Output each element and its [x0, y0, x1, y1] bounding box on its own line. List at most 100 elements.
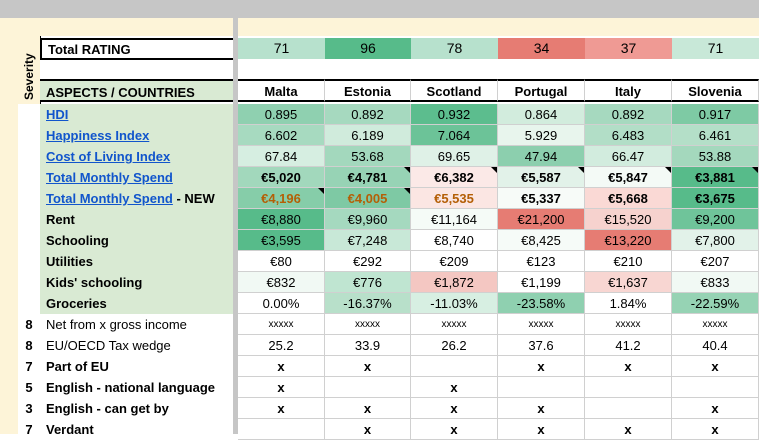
total-rating-cell[interactable]: 96 — [325, 38, 411, 59]
value-cell[interactable]: 53.68 — [325, 146, 411, 167]
aspect-label[interactable]: Cost of Living Index — [40, 146, 233, 167]
value-cell[interactable]: 7.064 — [411, 125, 498, 146]
value-cell[interactable]: xxxxx — [672, 314, 759, 335]
value-cell[interactable]: €207 — [672, 251, 759, 272]
aspect-label[interactable]: Total Monthly Spend - NEW — [40, 188, 233, 209]
value-cell[interactable]: -23.58% — [498, 293, 585, 314]
value-cell[interactable]: €832 — [238, 272, 325, 293]
severity-value[interactable]: 3 — [25, 401, 33, 416]
value-cell[interactable]: €80 — [238, 251, 325, 272]
value-cell[interactable]: €21,200 — [498, 209, 585, 230]
value-cell[interactable] — [498, 377, 585, 398]
value-cell[interactable]: 6.483 — [585, 125, 672, 146]
value-cell[interactable]: xxxxx — [238, 314, 325, 335]
aspect-label[interactable]: HDI — [40, 104, 233, 125]
value-cell[interactable]: 26.2 — [411, 335, 498, 356]
value-cell[interactable]: 37.6 — [498, 335, 585, 356]
value-cell[interactable]: €5,337 — [498, 188, 585, 209]
value-cell[interactable]: -22.59% — [672, 293, 759, 314]
value-cell[interactable]: €9,200 — [672, 209, 759, 230]
value-cell[interactable]: €5,587 — [498, 167, 585, 188]
value-cell[interactable]: 0.864 — [498, 104, 585, 125]
severity-value[interactable]: 8 — [25, 338, 33, 353]
aspect-link[interactable]: Total Monthly Spend — [46, 170, 173, 185]
aspect-link[interactable]: Cost of Living Index — [46, 149, 171, 164]
value-cell[interactable]: €8,740 — [411, 230, 498, 251]
country-header-portugal[interactable]: Portugal — [498, 79, 585, 102]
value-cell[interactable] — [238, 419, 325, 440]
value-cell[interactable]: x — [411, 398, 498, 419]
value-cell[interactable]: €7,248 — [325, 230, 411, 251]
value-cell[interactable]: €5,668 — [585, 188, 672, 209]
value-cell[interactable]: €4,781 — [325, 167, 411, 188]
value-cell[interactable]: 5.929 — [498, 125, 585, 146]
value-cell[interactable]: 6.461 — [672, 125, 759, 146]
value-cell[interactable]: x — [325, 398, 411, 419]
value-cell[interactable] — [672, 377, 759, 398]
value-cell[interactable]: €210 — [585, 251, 672, 272]
value-cell[interactable]: €7,800 — [672, 230, 759, 251]
total-rating-cell[interactable]: 71 — [672, 38, 759, 59]
value-cell[interactable]: €123 — [498, 251, 585, 272]
value-cell[interactable]: €5,847 — [585, 167, 672, 188]
country-header-slovenia[interactable]: Slovenia — [672, 79, 759, 102]
value-cell[interactable]: €3,675 — [672, 188, 759, 209]
value-cell[interactable]: -11.03% — [411, 293, 498, 314]
value-cell[interactable]: €776 — [325, 272, 411, 293]
value-cell[interactable]: 69.65 — [411, 146, 498, 167]
value-cell[interactable]: €6,382 — [411, 167, 498, 188]
value-cell[interactable]: €13,220 — [585, 230, 672, 251]
country-header-malta[interactable]: Malta — [238, 79, 325, 102]
value-cell[interactable] — [585, 377, 672, 398]
value-cell[interactable]: x — [498, 398, 585, 419]
severity-value[interactable]: 7 — [25, 422, 33, 437]
value-cell[interactable]: €209 — [411, 251, 498, 272]
value-cell[interactable]: €5,535 — [411, 188, 498, 209]
value-cell[interactable]: 40.4 — [672, 335, 759, 356]
value-cell[interactable]: x — [411, 419, 498, 440]
value-cell[interactable]: x — [498, 356, 585, 377]
value-cell[interactable]: 0.932 — [411, 104, 498, 125]
value-cell[interactable]: 0.00% — [238, 293, 325, 314]
value-cell[interactable]: 6.602 — [238, 125, 325, 146]
value-cell[interactable]: 6.189 — [325, 125, 411, 146]
severity-value[interactable]: 7 — [25, 359, 33, 374]
value-cell[interactable]: €4,196 — [238, 188, 325, 209]
value-cell[interactable]: €11,164 — [411, 209, 498, 230]
value-cell[interactable]: 33.9 — [325, 335, 411, 356]
value-cell[interactable]: x — [238, 398, 325, 419]
total-rating-cell[interactable]: 78 — [411, 38, 498, 59]
value-cell[interactable]: x — [325, 419, 411, 440]
value-cell[interactable]: €4,005 — [325, 188, 411, 209]
value-cell[interactable]: €5,020 — [238, 167, 325, 188]
value-cell[interactable]: €833 — [672, 272, 759, 293]
value-cell[interactable]: 0.892 — [325, 104, 411, 125]
value-cell[interactable]: €15,520 — [585, 209, 672, 230]
value-cell[interactable]: xxxxx — [325, 314, 411, 335]
value-cell[interactable]: 1.84% — [585, 293, 672, 314]
country-header-estonia[interactable]: Estonia — [325, 79, 411, 102]
aspect-label[interactable]: Happiness Index — [40, 125, 233, 146]
value-cell[interactable]: €8,880 — [238, 209, 325, 230]
country-header-italy[interactable]: Italy — [585, 79, 672, 102]
value-cell[interactable]: €3,881 — [672, 167, 759, 188]
aspect-link[interactable]: Total Monthly Spend — [46, 191, 173, 206]
frozen-column-divider[interactable] — [233, 0, 238, 434]
total-rating-cell[interactable]: 34 — [498, 38, 585, 59]
value-cell[interactable]: -16.37% — [325, 293, 411, 314]
value-cell[interactable]: x — [411, 377, 498, 398]
value-cell[interactable]: 53.88 — [672, 146, 759, 167]
value-cell[interactable]: 0.917 — [672, 104, 759, 125]
severity-value[interactable]: 5 — [25, 380, 33, 395]
country-header-scotland[interactable]: Scotland — [411, 79, 498, 102]
value-cell[interactable]: 0.895 — [238, 104, 325, 125]
value-cell[interactable]: x — [672, 356, 759, 377]
value-cell[interactable]: xxxxx — [498, 314, 585, 335]
aspect-link[interactable]: HDI — [46, 107, 69, 122]
value-cell[interactable]: €1,199 — [498, 272, 585, 293]
value-cell[interactable]: x — [238, 377, 325, 398]
total-rating-cell[interactable]: 71 — [238, 38, 325, 59]
value-cell[interactable]: x — [238, 356, 325, 377]
aspect-link[interactable]: Happiness Index — [46, 128, 150, 143]
value-cell[interactable]: x — [585, 356, 672, 377]
